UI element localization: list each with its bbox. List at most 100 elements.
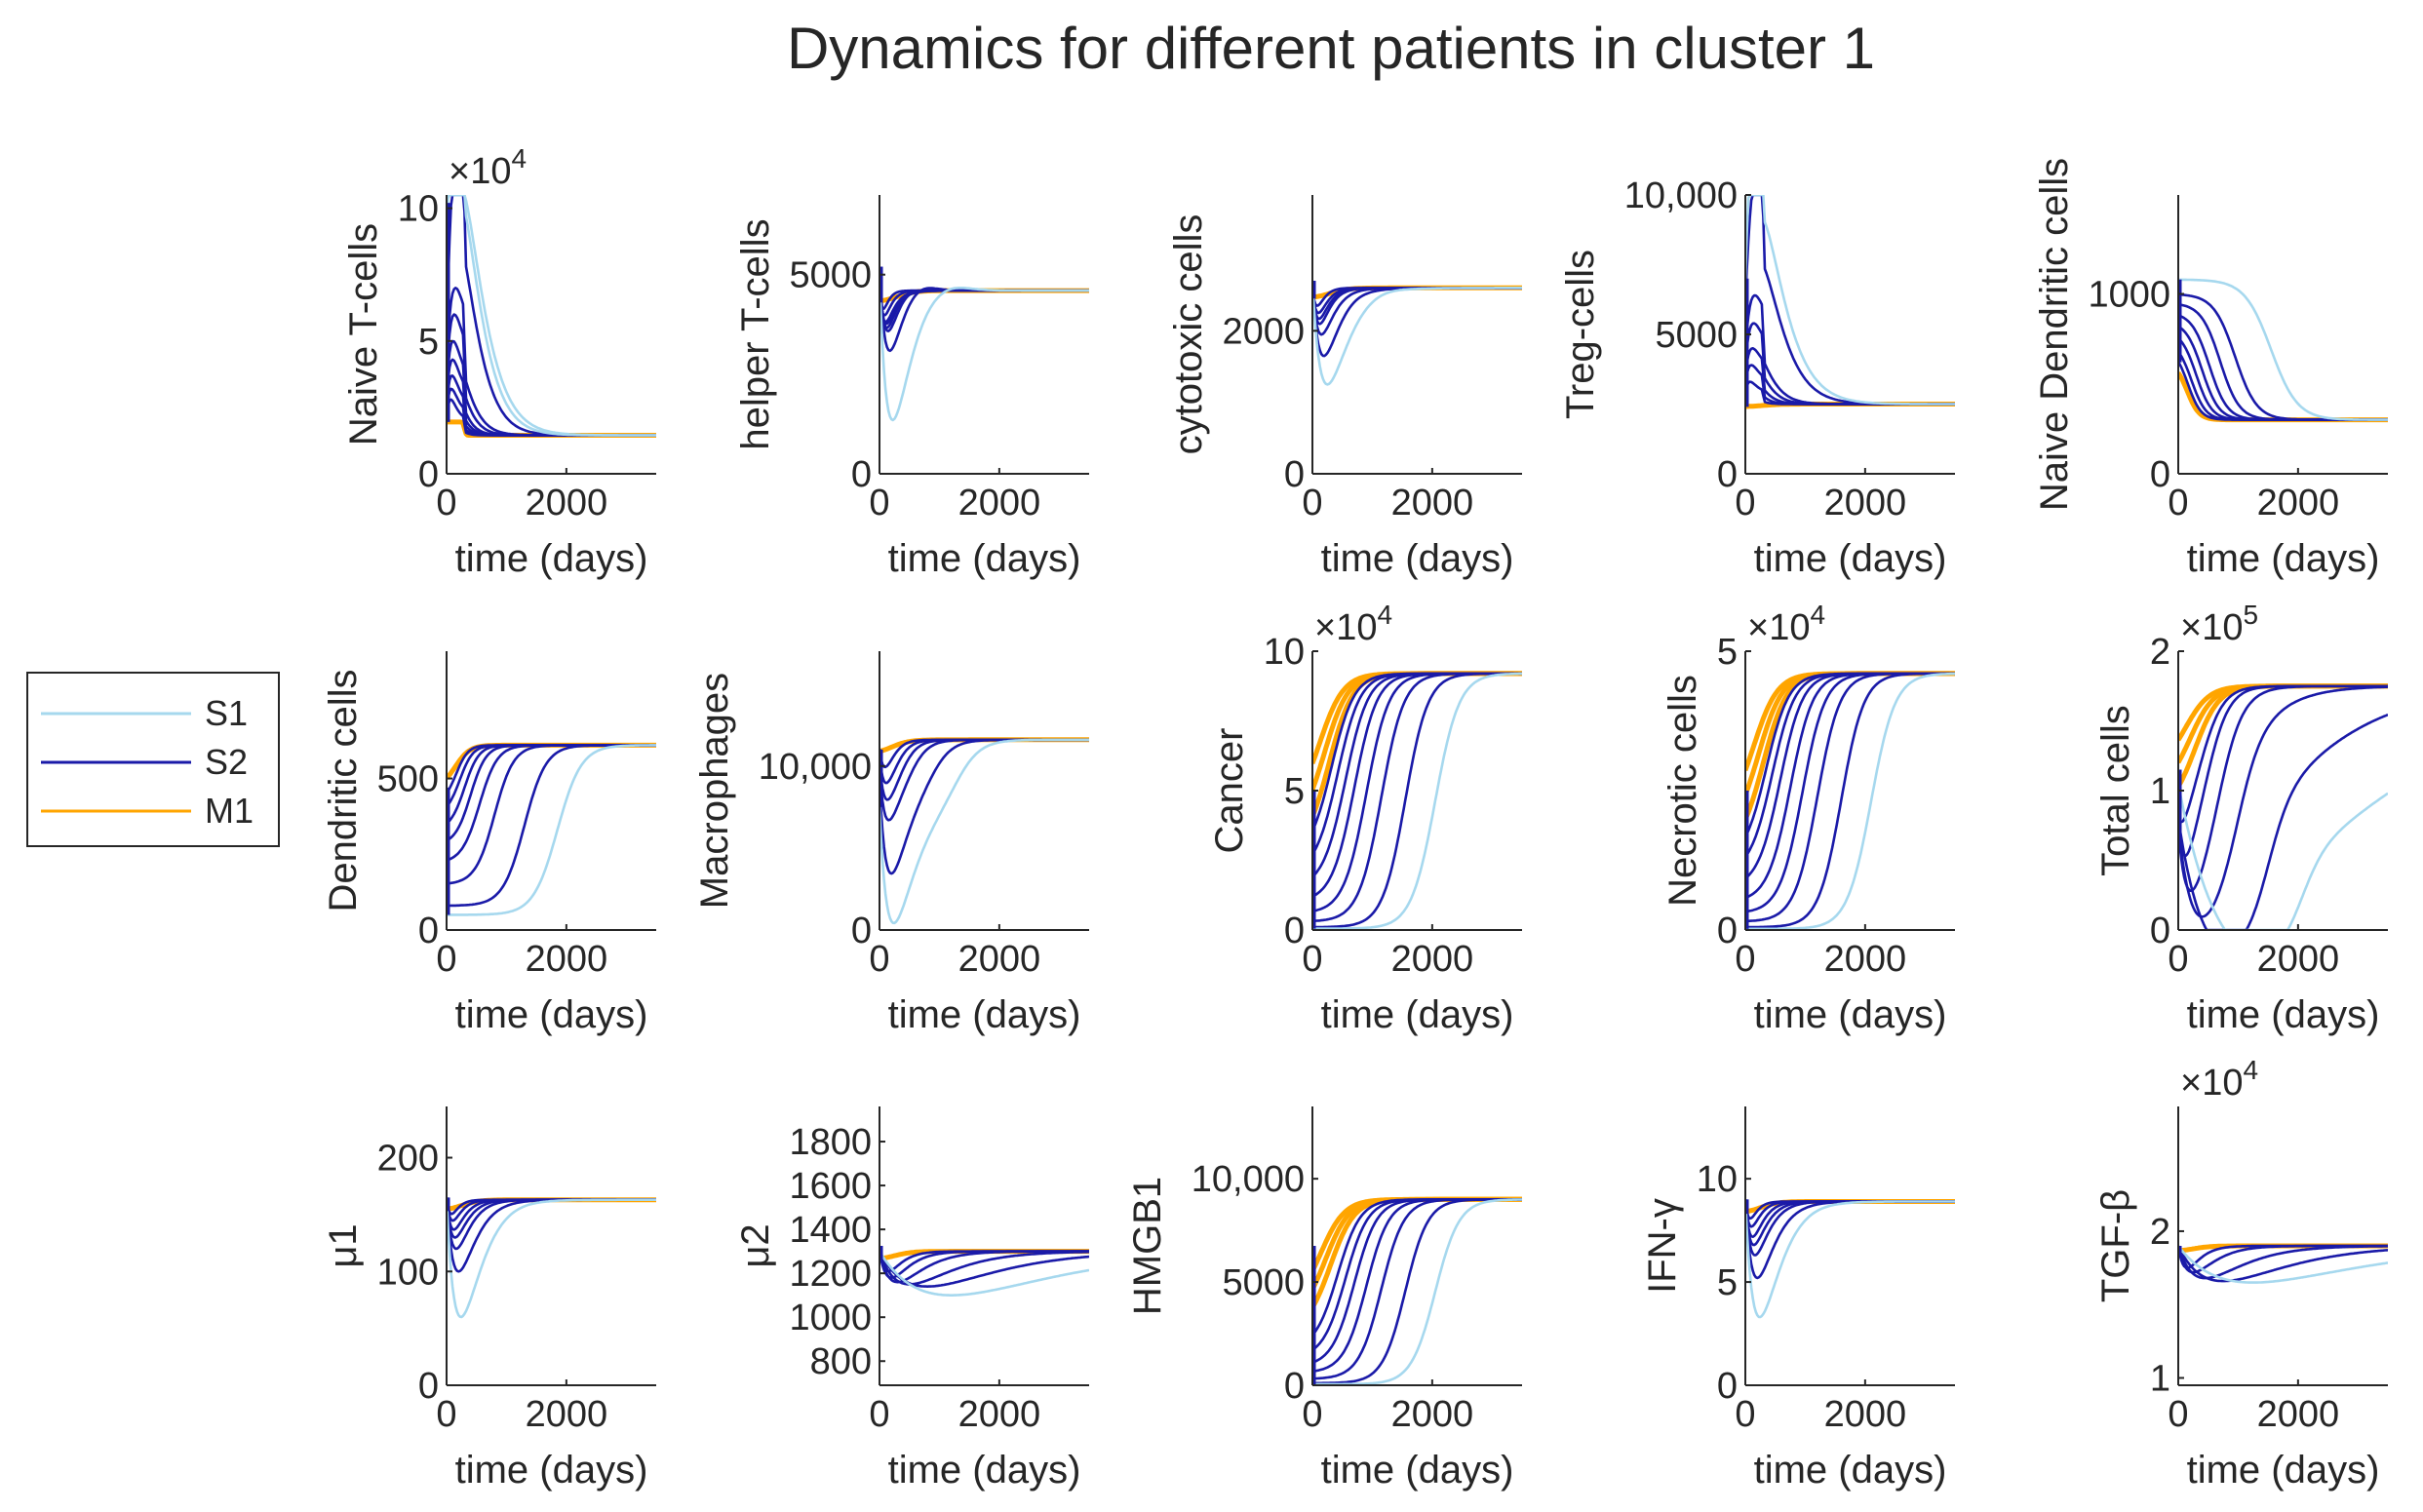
y-tick-label: 1000 (789, 1298, 872, 1338)
x-tick-label: 2000 (1824, 483, 1907, 523)
x-tick-label: 2000 (1824, 939, 1907, 980)
x-tick-label: 2000 (526, 939, 608, 980)
x-axis-label: time (days) (888, 537, 1081, 580)
x-tick-label: 0 (1302, 1394, 1322, 1435)
series-group (447, 195, 656, 438)
subplot-helper-t-cells: 0 2000 0 5000 time (days) helper T-cells (734, 195, 1089, 580)
y-tick-label: 5000 (1655, 315, 1738, 356)
y-axis-label: Naive Dendritic cells (2033, 158, 2076, 511)
x-axis-label: time (days) (1754, 537, 1947, 580)
series-line-s1-0 (2178, 1245, 2388, 1284)
subplot-macrophages: 0 2000 0 10,000 time (days) Macrophages (693, 651, 1089, 1036)
x-tick-label: 0 (1735, 1394, 1755, 1435)
y-tick-label: 0 (1717, 911, 1738, 951)
subplot-dendritic-cells: 0 2000 0 500 time (days) Dendritic cells (322, 651, 656, 1036)
y-tick-label: 2000 (1222, 311, 1305, 352)
y-tick-label: 0 (1717, 454, 1738, 495)
x-tick-label: 0 (1302, 483, 1322, 523)
x-axis-label: time (days) (888, 993, 1081, 1036)
x-tick-label: 2000 (526, 1394, 608, 1435)
y-tick-label: 5 (418, 322, 439, 363)
series-group (1745, 1199, 1955, 1319)
y-axis-label: IFN-γ (1641, 1198, 1684, 1294)
x-axis-label: time (days) (455, 1449, 648, 1492)
y-tick-label: 1 (2150, 1358, 2170, 1399)
x-tick-label: 0 (436, 483, 456, 523)
x-tick-label: 2000 (1391, 1394, 1474, 1435)
x-axis-label: time (days) (2187, 1449, 2380, 1492)
subplot-hmgb1: 0 2000 0 5000 10,000 time (days) HMGB1 (1126, 1106, 1522, 1492)
y-tick-label: 10,000 (759, 747, 872, 788)
x-axis-label: time (days) (1754, 1449, 1947, 1492)
y-tick-label: 0 (418, 454, 439, 495)
y-axis-label: cytotoxic cells (1167, 214, 1210, 455)
x-tick-label: 2000 (2257, 939, 2340, 980)
y-axis-label: Macrophages (693, 673, 736, 909)
x-tick-label: 0 (869, 1394, 889, 1435)
x-tick-label: 2000 (958, 1394, 1041, 1435)
series-group (2178, 1243, 2388, 1284)
x-tick-label: 0 (436, 1394, 456, 1435)
subplot-ifn: 0 2000 0 5 10 time (days) IFN-γ (1641, 1106, 1955, 1492)
x-tick-label: 0 (869, 483, 889, 523)
x-tick-label: 0 (1735, 939, 1755, 980)
y-tick-label: 0 (418, 911, 439, 951)
series-line-s1-0 (1312, 672, 1522, 930)
y-tick-label: 10,000 (1192, 1159, 1305, 1200)
series-group (447, 742, 656, 916)
y-tick-label: 5000 (789, 255, 872, 296)
x-tick-label: 0 (1735, 483, 1755, 523)
y-tick-label: 10 (1697, 1159, 1738, 1200)
y-tick-label: 200 (377, 1139, 439, 1180)
series-group (879, 737, 1089, 925)
series-line-s1-1 (447, 195, 656, 437)
x-axis-label: time (days) (888, 1449, 1081, 1492)
series-line-s2-2 (879, 1250, 1089, 1286)
legend-box (26, 672, 280, 847)
series-line-s2-1 (2178, 713, 2388, 930)
x-axis-label: time (days) (1754, 993, 1947, 1036)
y-tick-label: 0 (1284, 911, 1305, 951)
series-line-s2-5 (879, 1250, 1089, 1273)
y-tick-label: 2 (2150, 1212, 2170, 1253)
x-axis-label: time (days) (455, 993, 648, 1036)
x-tick-label: 0 (436, 939, 456, 980)
y-tick-label: 800 (810, 1341, 872, 1382)
series-line-s2-7 (1312, 672, 1522, 833)
y-tick-label: 1000 (2088, 274, 2170, 315)
subplot-1: 0 2000 0 100 200 time (days) μ1 (322, 1106, 656, 1492)
series-line-s2-4 (2178, 1244, 2388, 1269)
series-line-s1-0 (1745, 672, 1955, 930)
legend-label-s1: S1 (205, 693, 248, 733)
y-axis-label: helper T-cells (734, 218, 777, 449)
x-axis-label: time (days) (2187, 993, 2380, 1036)
x-tick-label: 0 (2168, 483, 2188, 523)
series-line-s1-0 (1745, 195, 1955, 406)
x-tick-label: 2000 (958, 939, 1041, 980)
y-tick-label: 0 (851, 454, 872, 495)
series-line-s1-0 (1312, 280, 1522, 386)
series-line-s1-0 (1745, 1199, 1955, 1319)
y-axis-label: Cancer (1208, 728, 1251, 854)
figure-title: Dynamics for different patients in clust… (787, 16, 1875, 81)
legend-label-m1: M1 (205, 791, 254, 831)
x-tick-label: 0 (2168, 939, 2188, 980)
series-group (1312, 280, 1522, 386)
series-group (1312, 671, 1522, 930)
x-axis-label: time (days) (1321, 993, 1514, 1036)
y-tick-label: 5 (1717, 632, 1738, 673)
y-tick-label: 0 (1717, 1366, 1738, 1407)
x-axis-label: time (days) (1321, 537, 1514, 580)
y-tick-label: 0 (1284, 454, 1305, 495)
series-line-s2-6 (1312, 1198, 1522, 1337)
y-tick-label: 1600 (789, 1166, 872, 1207)
x-tick-label: 2000 (1391, 483, 1474, 523)
x-tick-label: 2000 (2257, 483, 2340, 523)
y-tick-label: 500 (377, 759, 439, 800)
series-group (1312, 1196, 1522, 1385)
x-axis-label: time (days) (2187, 537, 2380, 580)
y-tick-label: 1 (2150, 771, 2170, 812)
